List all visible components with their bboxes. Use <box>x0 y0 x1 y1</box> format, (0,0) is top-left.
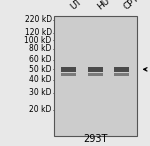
Text: CPT: CPT <box>122 0 140 12</box>
Text: 60 kD: 60 kD <box>29 55 52 64</box>
Bar <box>54 16 136 136</box>
Bar <box>114 67 129 72</box>
Text: 20 kD: 20 kD <box>29 105 52 114</box>
Bar <box>88 67 103 72</box>
Text: UT: UT <box>69 0 84 12</box>
Text: 30 kD: 30 kD <box>29 88 52 97</box>
Bar <box>114 73 129 76</box>
Bar <box>61 67 76 72</box>
Text: 220 kD: 220 kD <box>25 15 52 24</box>
Text: 100 kD: 100 kD <box>24 36 52 45</box>
Bar <box>88 73 103 76</box>
Text: 40 kD: 40 kD <box>29 75 52 84</box>
Text: 50 kD: 50 kD <box>29 65 52 74</box>
Bar <box>61 73 76 76</box>
Text: HU: HU <box>95 0 111 12</box>
Text: 293T: 293T <box>83 134 107 144</box>
Text: 80 kD: 80 kD <box>29 44 52 53</box>
Text: 120 kD: 120 kD <box>25 28 52 37</box>
